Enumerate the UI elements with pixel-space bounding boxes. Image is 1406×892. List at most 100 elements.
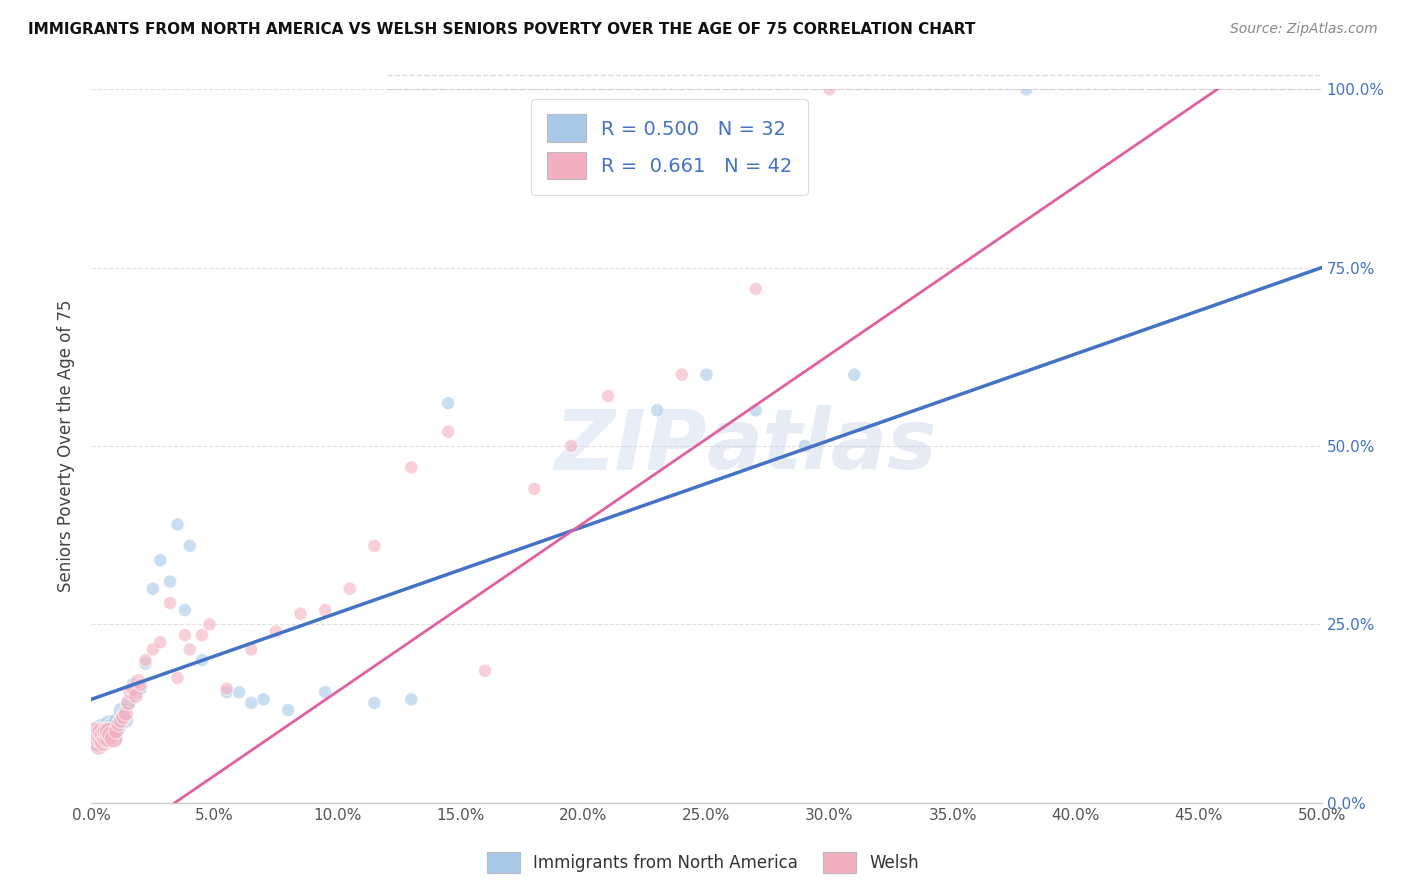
Point [110, 714, 132, 728]
Point [198, 617, 221, 632]
Point [117, 696, 139, 710]
Point [240, 642, 263, 657]
Point [87, 731, 110, 746]
Point [120, 685, 142, 699]
Point [191, 628, 214, 642]
Y-axis label: Seniors Poverty Over the Age of 75: Seniors Poverty Over the Age of 75 [58, 300, 76, 592]
Point [90, 724, 112, 739]
Point [93, 735, 115, 749]
Point [314, 603, 336, 617]
Point [97, 731, 120, 746]
Point [114, 714, 138, 728]
Point [842, 368, 865, 382]
Point [596, 389, 619, 403]
Point [149, 635, 172, 649]
Point [90, 724, 112, 739]
Point [97, 724, 120, 739]
Point [215, 681, 238, 696]
Point [96, 731, 117, 746]
Point [117, 696, 139, 710]
Point [159, 596, 181, 610]
Point [129, 681, 152, 696]
Point [105, 714, 127, 728]
Point [87, 739, 110, 753]
Point [215, 685, 238, 699]
Point [93, 728, 115, 742]
Point [86, 735, 108, 749]
Text: IMMIGRANTS FROM NORTH AMERICA VS WELSH SENIORS POVERTY OVER THE AGE OF 75 CORREL: IMMIGRANTS FROM NORTH AMERICA VS WELSH S… [28, 22, 976, 37]
Point [399, 460, 422, 475]
Point [174, 603, 197, 617]
Point [793, 439, 815, 453]
Point [83, 724, 105, 739]
Point [818, 82, 841, 96]
Point [86, 724, 108, 739]
Point [174, 628, 197, 642]
Point [87, 728, 110, 742]
Point [127, 674, 149, 689]
Point [253, 692, 276, 706]
Point [83, 731, 105, 746]
Point [560, 439, 582, 453]
Point [745, 403, 768, 417]
Point [142, 582, 165, 596]
Point [100, 728, 122, 742]
Point [1015, 82, 1038, 96]
Point [124, 689, 146, 703]
Point [523, 482, 546, 496]
Point [474, 664, 496, 678]
Point [122, 678, 145, 692]
Point [135, 653, 156, 667]
Point [105, 724, 127, 739]
Point [97, 717, 120, 731]
Point [228, 685, 250, 699]
Point [179, 539, 201, 553]
Point [399, 692, 422, 706]
Point [100, 721, 122, 735]
Point [290, 607, 312, 621]
Point [166, 517, 188, 532]
Point [695, 368, 717, 382]
Text: ZIP: ZIP [554, 406, 706, 486]
Point [363, 696, 385, 710]
Point [110, 703, 132, 717]
Point [149, 553, 172, 567]
Point [645, 403, 669, 417]
Point [97, 724, 120, 739]
Legend: R = 0.500   N = 32, R =  0.661   N = 42: R = 0.500 N = 32, R = 0.661 N = 42 [531, 99, 808, 194]
Point [90, 731, 112, 746]
Point [96, 724, 117, 739]
Point [100, 728, 122, 742]
Point [142, 642, 165, 657]
Point [314, 685, 336, 699]
Point [96, 728, 117, 742]
Point [86, 728, 108, 742]
Point [179, 642, 201, 657]
Point [107, 721, 129, 735]
Text: atlas: atlas [706, 406, 938, 486]
Point [129, 678, 152, 692]
Point [90, 721, 112, 735]
Point [86, 731, 108, 746]
Point [93, 731, 115, 746]
Point [83, 728, 105, 742]
Point [107, 717, 129, 731]
Point [135, 657, 156, 671]
Point [191, 653, 214, 667]
Point [87, 735, 110, 749]
Point [122, 681, 145, 696]
Point [363, 539, 385, 553]
Point [339, 582, 361, 596]
Text: Source: ZipAtlas.com: Source: ZipAtlas.com [1230, 22, 1378, 37]
Point [105, 724, 127, 739]
Point [166, 671, 188, 685]
Point [437, 425, 460, 439]
Point [83, 724, 105, 739]
Legend: Immigrants from North America, Welsh: Immigrants from North America, Welsh [479, 846, 927, 880]
Point [103, 731, 125, 746]
Point [745, 282, 768, 296]
Point [240, 696, 263, 710]
Point [124, 685, 146, 699]
Point [112, 710, 135, 724]
Point [114, 706, 138, 721]
